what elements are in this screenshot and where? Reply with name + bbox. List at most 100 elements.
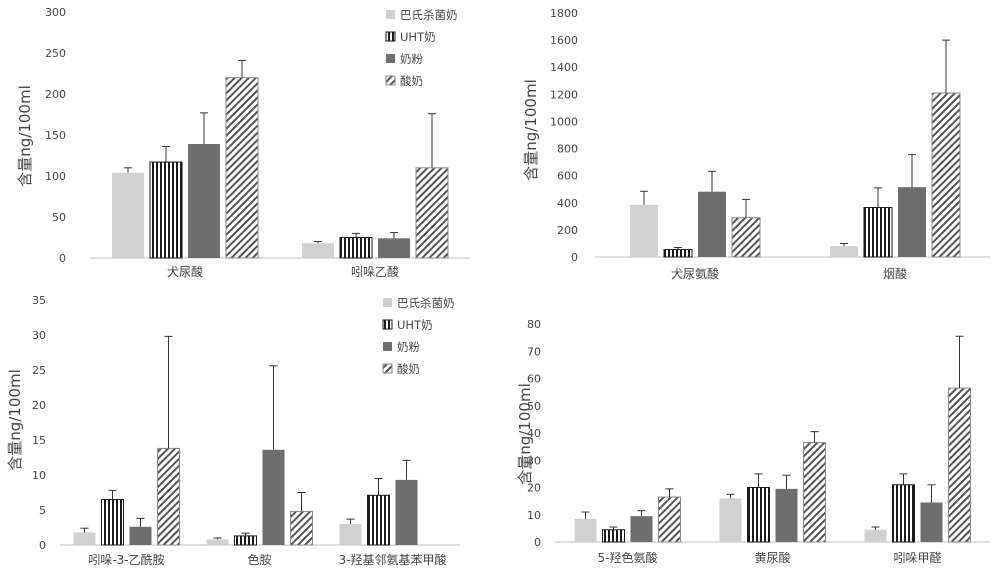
- legend-swatch: [386, 54, 395, 63]
- bar: [602, 529, 625, 543]
- bar: [948, 387, 971, 543]
- bar: [129, 526, 152, 545]
- bar: [630, 516, 653, 542]
- legend-swatch: [382, 363, 393, 374]
- y-axis-label: 含量ng/100ml: [516, 383, 534, 485]
- bar: [830, 246, 858, 257]
- y-tick-label: 400: [557, 197, 578, 210]
- y-tick-label: 20: [32, 399, 46, 412]
- bar: [188, 144, 220, 258]
- y-tick-label: 50: [52, 211, 66, 224]
- y-tick-label: 300: [45, 6, 66, 19]
- y-tick-label: 150: [45, 129, 66, 142]
- y-tick-label: 0: [59, 252, 66, 265]
- legend-swatch: [383, 342, 392, 351]
- bar: [339, 237, 373, 259]
- y-tick-label: 0: [571, 251, 578, 264]
- y-tick-label: 10: [32, 469, 46, 482]
- y-tick-label: 1600: [550, 34, 578, 47]
- legend-label: 巴氏杀菌奶: [397, 296, 455, 310]
- x-category-label: 吲哚-3-乙酰胺: [88, 553, 164, 567]
- bar: [719, 498, 742, 542]
- x-category-label: 吲哚乙酸: [351, 264, 399, 279]
- bar: [339, 524, 362, 545]
- x-category-label: 黄尿酸: [754, 550, 790, 565]
- x-category-label: 3-羟基邻氨基苯甲酸: [339, 552, 447, 567]
- legend-swatch: [386, 10, 395, 19]
- y-tick-label: 250: [45, 47, 66, 60]
- chart-3: 0 5 10 15 20 25 30 35 含量ng/100ml 吲哚-3-乙酰胺 色胺 3-羟基邻氨…: [6, 294, 460, 567]
- y-tick-label: 80: [527, 318, 541, 331]
- y-tick-label: 50: [527, 400, 541, 413]
- legend-label: UHT奶: [397, 318, 433, 332]
- bar: [415, 167, 449, 259]
- y-axis-label: 含量ng/100ml: [6, 369, 24, 471]
- legend-label: 奶粉: [400, 52, 423, 66]
- bar: [775, 488, 798, 542]
- legend-label: UHT奶: [400, 30, 436, 44]
- x-category-label: 犬尿酸: [167, 264, 203, 279]
- y-tick-label: 30: [32, 329, 46, 342]
- y-tick-label: 1200: [550, 88, 578, 101]
- bar: [225, 77, 259, 259]
- bar: [920, 502, 943, 542]
- x-category-label: 色胺: [247, 553, 271, 567]
- chart-2: 0 200 400 600 800 1000 1200 1400 1600 1800 含量ng/10…: [522, 7, 990, 281]
- bar: [206, 539, 229, 545]
- bar: [73, 532, 96, 545]
- bar: [367, 494, 390, 546]
- y-tick-label: 200: [557, 224, 578, 237]
- bar: [803, 442, 826, 543]
- bar: [630, 204, 658, 257]
- y-axis-label: 含量ng/100ml: [16, 85, 34, 187]
- y-axis-label: 含量ng/100ml: [522, 79, 540, 181]
- legend-swatch: [383, 298, 392, 307]
- bar: [149, 161, 183, 259]
- bar: [898, 187, 926, 257]
- y-tick-label: 60: [527, 373, 541, 386]
- bar: [234, 535, 257, 546]
- y-tick-label: 100: [45, 170, 66, 183]
- y-tick-label: 800: [557, 143, 578, 156]
- bar: [101, 499, 124, 546]
- bar: [864, 529, 887, 542]
- y-tick-label: 70: [527, 345, 541, 358]
- x-category-label: 犬尿氨酸: [671, 266, 719, 281]
- bar: [663, 249, 693, 258]
- y-tick-label: 40: [527, 427, 541, 440]
- y-tick-label: 25: [32, 364, 46, 377]
- bar: [262, 449, 285, 545]
- legend-label: 奶粉: [397, 340, 420, 354]
- legend-swatch: [382, 319, 393, 330]
- legend-label: 巴氏杀菌奶: [400, 8, 458, 22]
- bar: [931, 92, 961, 258]
- y-tick-label: 10: [527, 509, 541, 522]
- y-tick-label: 0: [39, 539, 46, 552]
- chart-1: 0 50 100 150 200 250 300 含量ng/100ml 犬尿酸 吲哚乙酸 巴氏杀菌奶…: [16, 6, 470, 279]
- y-tick-label: 1800: [550, 7, 578, 20]
- y-tick-label: 30: [527, 454, 541, 467]
- bar: [302, 243, 334, 258]
- legend-label: 酸奶: [397, 362, 420, 376]
- y-tick-label: 15: [32, 434, 46, 447]
- y-tick-label: 600: [557, 170, 578, 183]
- legend-label: 酸奶: [400, 74, 423, 88]
- bar: [290, 510, 313, 546]
- bar: [574, 518, 597, 542]
- legend-swatch: [385, 31, 396, 42]
- y-tick-label: 5: [39, 504, 46, 517]
- y-tick-label: 1400: [550, 61, 578, 74]
- bar: [731, 217, 761, 258]
- bar: [157, 447, 180, 546]
- bar: [892, 484, 915, 543]
- bar: [112, 172, 144, 258]
- y-tick-label: 200: [45, 88, 66, 101]
- bar: [747, 487, 770, 543]
- chart-4: 0 10 20 30 40 50 60 70 80 含量ng/100ml 5-羟色氨酸 黄尿酸 吲哚甲醛: [516, 318, 990, 565]
- y-tick-label: 35: [32, 294, 46, 307]
- y-tick-label: 1000: [550, 115, 578, 128]
